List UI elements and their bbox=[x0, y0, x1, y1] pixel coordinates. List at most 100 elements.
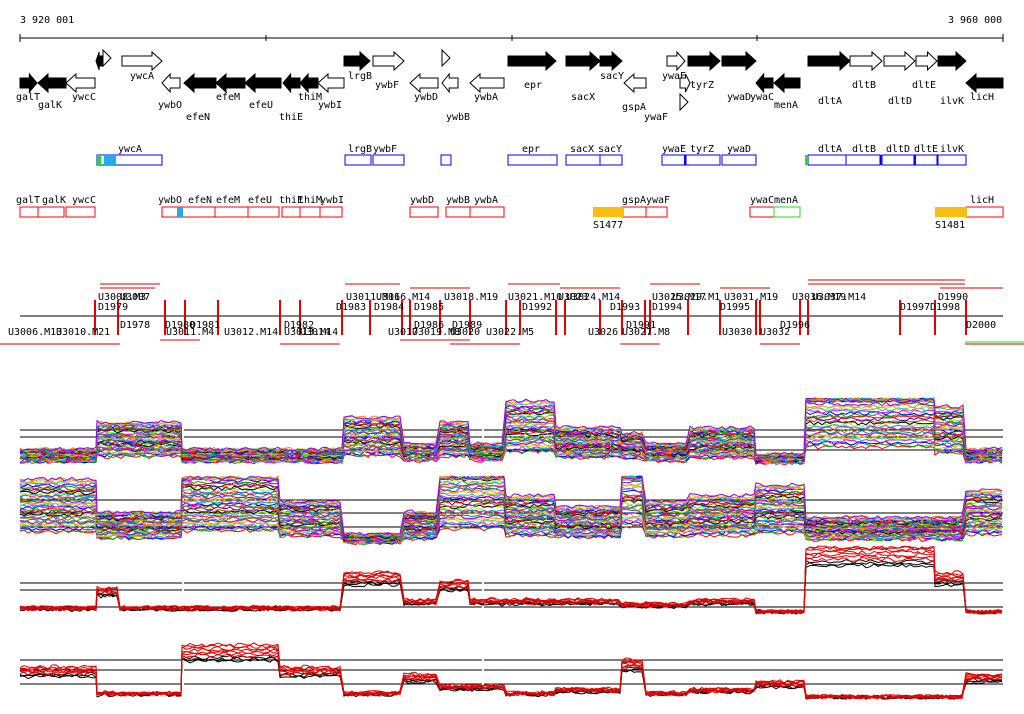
region-label: ywaF bbox=[646, 195, 670, 206]
gene-arrow[interactable] bbox=[679, 73, 691, 93]
region-box[interactable] bbox=[37, 206, 65, 218]
gene-label: ywaD bbox=[727, 92, 751, 103]
gene-label: menA bbox=[774, 100, 798, 111]
gene-arrow[interactable] bbox=[372, 50, 405, 72]
feature-box[interactable] bbox=[913, 154, 938, 166]
expression-line bbox=[19, 397, 1003, 457]
expression-line bbox=[19, 644, 1003, 700]
gene-arrow[interactable] bbox=[102, 48, 112, 68]
gene-arrow[interactable] bbox=[244, 72, 282, 94]
feature-box[interactable] bbox=[440, 154, 452, 166]
gene-arrow[interactable] bbox=[599, 50, 623, 72]
region-box[interactable] bbox=[214, 206, 249, 218]
feature-box[interactable] bbox=[372, 154, 405, 166]
region-highlight bbox=[177, 207, 183, 217]
gene-arrow[interactable] bbox=[965, 72, 1004, 94]
gene-label: galT bbox=[16, 92, 40, 103]
tu-label: U3032 bbox=[760, 327, 790, 338]
gene-arrow[interactable] bbox=[687, 50, 721, 72]
gene-label: ywaC bbox=[750, 92, 774, 103]
region-box[interactable] bbox=[469, 206, 505, 218]
feature-box[interactable] bbox=[685, 154, 721, 166]
gene-label: ywbO bbox=[158, 100, 182, 111]
feature-label: tyrZ bbox=[690, 144, 714, 155]
region-box[interactable] bbox=[181, 206, 216, 218]
region-box[interactable] bbox=[299, 206, 321, 218]
region-label: gspA bbox=[622, 195, 646, 206]
region-box[interactable] bbox=[65, 206, 96, 218]
gene-label: dltD bbox=[888, 96, 912, 107]
feature-divider bbox=[914, 155, 916, 165]
gene-arrow[interactable] bbox=[65, 72, 96, 94]
gene-arrow[interactable] bbox=[721, 50, 757, 72]
region-box[interactable] bbox=[445, 206, 471, 218]
gene-arrow[interactable] bbox=[883, 50, 916, 72]
region-label: galT bbox=[16, 195, 40, 206]
gene-arrow[interactable] bbox=[679, 92, 689, 112]
feature-divider bbox=[684, 155, 686, 165]
gene-arrow[interactable] bbox=[183, 72, 217, 94]
tu-label: D1981 bbox=[190, 320, 220, 331]
expression-profile-tracks bbox=[19, 397, 1003, 700]
gene-arrow[interactable] bbox=[755, 72, 774, 94]
feature-box[interactable] bbox=[721, 154, 757, 166]
gene-arrow[interactable] bbox=[807, 50, 851, 72]
region-box[interactable] bbox=[749, 206, 775, 218]
region-box[interactable] bbox=[247, 206, 280, 218]
feature-box[interactable] bbox=[661, 154, 686, 166]
region-label: ywbD bbox=[410, 195, 434, 206]
gene-arrow[interactable] bbox=[95, 51, 104, 71]
region-box[interactable] bbox=[965, 206, 1004, 218]
gene-arrow[interactable] bbox=[441, 72, 459, 94]
feature-box[interactable] bbox=[344, 154, 372, 166]
region-box[interactable] bbox=[621, 206, 647, 218]
transcription-unit-track: U3008.M3U3007D1979U3011.M16U3016.M14D198… bbox=[0, 279, 1024, 345]
coord-end: 3 960 000 bbox=[948, 15, 1002, 26]
gene-label: ywbF bbox=[375, 80, 399, 91]
gene-arrow[interactable] bbox=[215, 72, 246, 94]
coord-start: 3 920 001 bbox=[20, 15, 74, 26]
region-box[interactable] bbox=[319, 206, 343, 218]
feature-box[interactable] bbox=[599, 154, 623, 166]
gene-arrow[interactable] bbox=[937, 50, 967, 72]
gene-label: ywaE bbox=[662, 71, 686, 82]
gene-arrow[interactable] bbox=[915, 50, 938, 72]
gene-label: tyrZ bbox=[690, 80, 714, 91]
gene-arrow[interactable] bbox=[623, 72, 647, 94]
feature-label: sacY bbox=[598, 144, 622, 155]
gene-arrow[interactable] bbox=[441, 48, 451, 68]
gene-arrow[interactable] bbox=[121, 50, 163, 72]
feature-box[interactable] bbox=[937, 154, 967, 166]
tu-label: D1990 bbox=[938, 292, 968, 303]
gene-arrow[interactable] bbox=[343, 50, 371, 72]
feature-highlight bbox=[805, 155, 808, 165]
gene-arrow[interactable] bbox=[282, 72, 301, 94]
gene-arrow[interactable] bbox=[161, 72, 181, 94]
gene-arrow[interactable] bbox=[299, 72, 319, 94]
feature-box[interactable] bbox=[565, 154, 601, 166]
gene-arrow[interactable] bbox=[19, 72, 38, 94]
region-box[interactable] bbox=[281, 206, 301, 218]
feature-box[interactable] bbox=[845, 154, 881, 166]
gene-arrow[interactable] bbox=[469, 72, 505, 94]
gene-arrow[interactable] bbox=[37, 72, 67, 94]
region-box[interactable] bbox=[645, 206, 668, 218]
gene-arrow[interactable] bbox=[565, 50, 601, 72]
region-box[interactable] bbox=[19, 206, 39, 218]
expression-line bbox=[19, 642, 1003, 699]
region-label: ywcC bbox=[72, 195, 96, 206]
tu-label: D1995 bbox=[720, 302, 750, 313]
region-label: ywbA bbox=[474, 195, 498, 206]
region-box[interactable] bbox=[409, 206, 439, 218]
gene-arrow[interactable] bbox=[409, 72, 439, 94]
gene-arrow[interactable] bbox=[507, 50, 557, 72]
gene-arrow[interactable] bbox=[317, 72, 345, 94]
feature-box[interactable] bbox=[807, 154, 847, 166]
gene-arrow[interactable] bbox=[849, 50, 883, 72]
feature-label: ywbF bbox=[373, 144, 397, 155]
gene-arrow[interactable] bbox=[773, 72, 801, 94]
gene-label: efeM bbox=[216, 92, 240, 103]
gene-arrow[interactable] bbox=[666, 50, 686, 72]
feature-box[interactable] bbox=[507, 154, 558, 166]
feature-box[interactable] bbox=[881, 154, 915, 166]
